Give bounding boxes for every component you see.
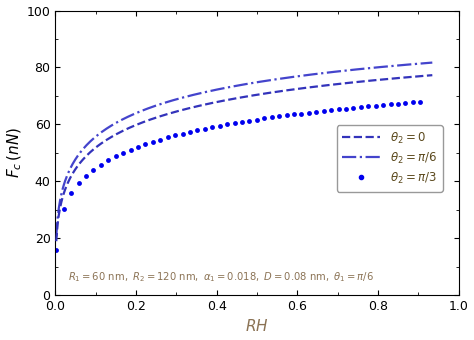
X-axis label: $\mathit{RH}$: $\mathit{RH}$ (245, 319, 269, 335)
Legend: $\theta_2 = 0$, $\theta_2 = \pi/6$, $\theta_2 = \pi/3$: $\theta_2 = 0$, $\theta_2 = \pi/6$, $\th… (337, 125, 443, 192)
Y-axis label: $F_c\,(nN)$: $F_c\,(nN)$ (6, 127, 24, 178)
Text: $R_1 = 60\ \mathrm{nm},\ R_2 = 120\ \mathrm{nm},\ \alpha_1 = 0.018,\ D = 0.08\ \: $R_1 = 60\ \mathrm{nm},\ R_2 = 120\ \mat… (68, 270, 374, 284)
